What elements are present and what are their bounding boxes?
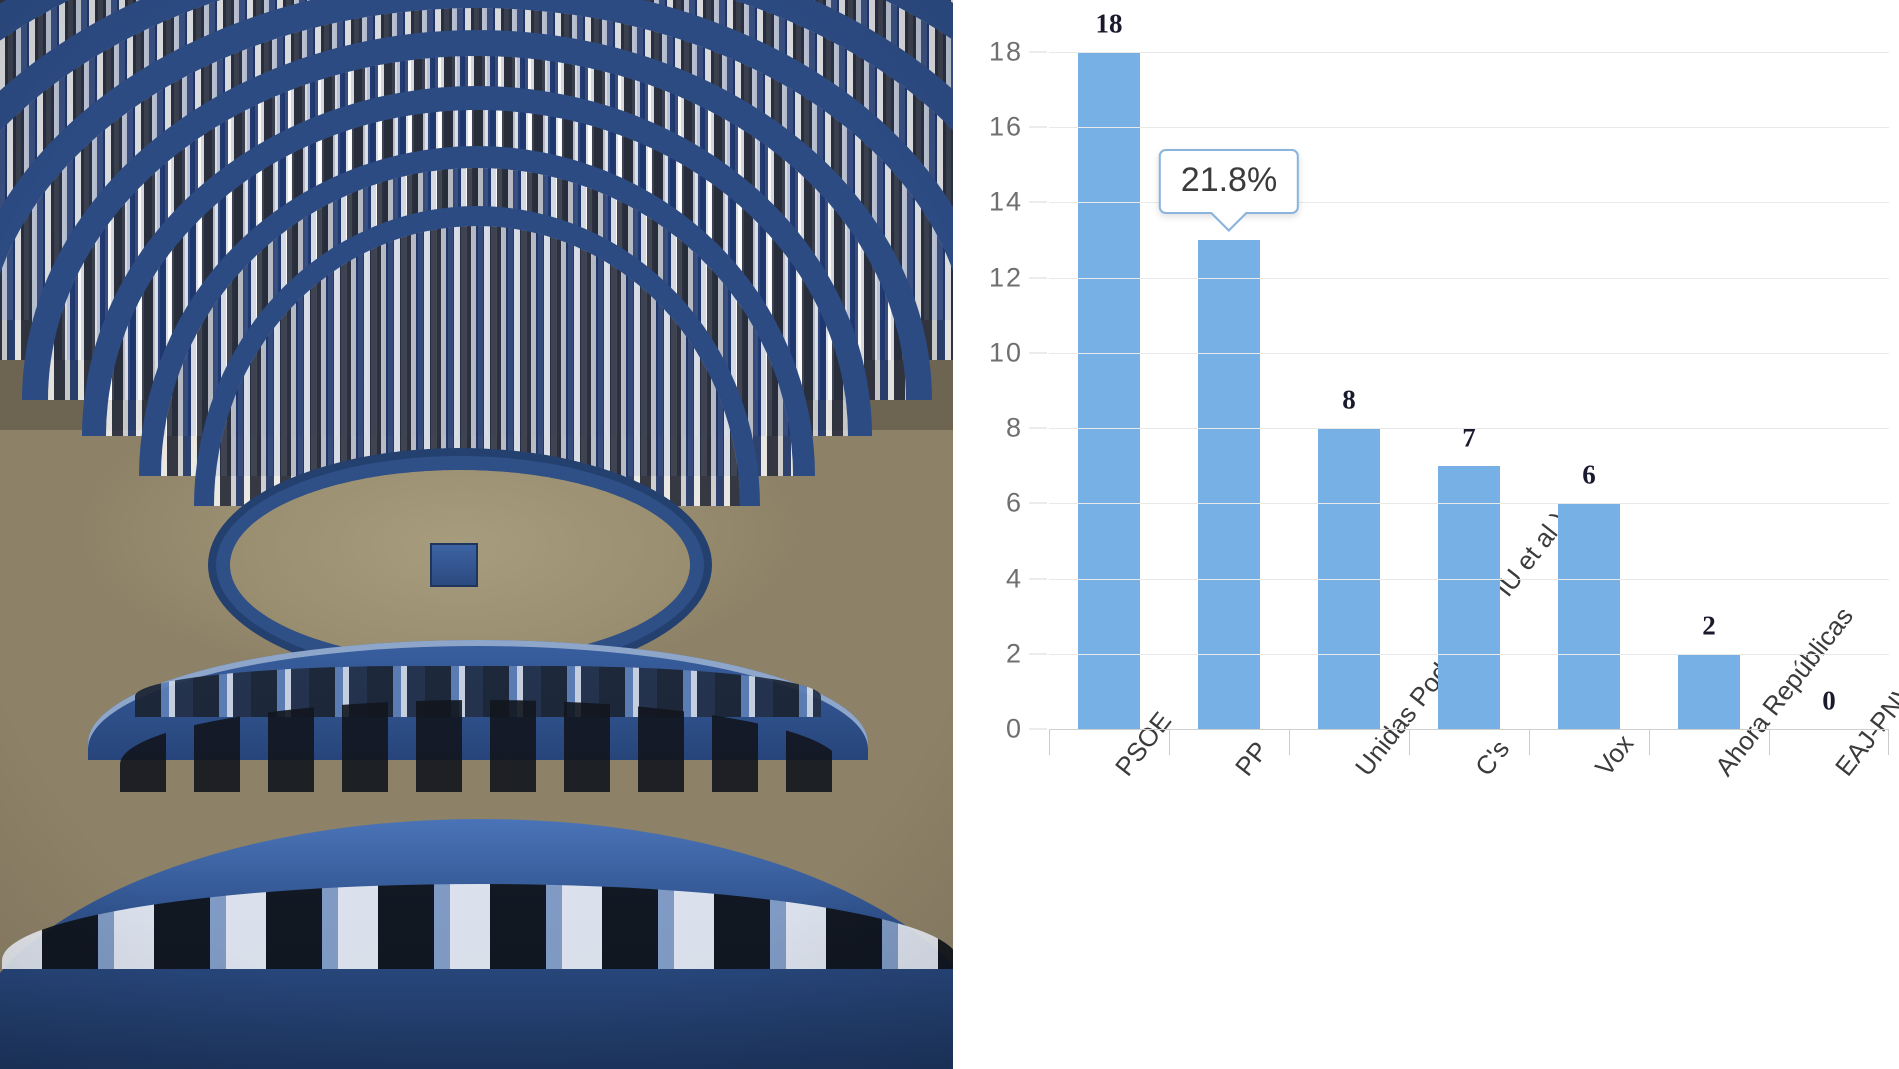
- bar-slot[interactable]: 18 PSOE: [1049, 9, 1177, 781]
- y-tick-mark: [1029, 277, 1047, 279]
- y-axis-tick-label: 8: [1005, 412, 1023, 443]
- bar-value-label: 7: [1462, 422, 1476, 453]
- x-axis-tick-label: C's: [1469, 734, 1516, 782]
- y-tick-mark: [1029, 578, 1047, 580]
- bar[interactable]: 7: [1438, 422, 1500, 729]
- gridline: [1049, 428, 1889, 430]
- bar-value-label: 0: [1822, 685, 1836, 716]
- y-axis-tick-label: 4: [1005, 563, 1023, 594]
- x-tick-mark: [1289, 729, 1290, 755]
- y-axis-tick-label: 2: [1005, 638, 1023, 669]
- gridline: [1049, 277, 1889, 279]
- y-axis-tick-label: 14: [988, 186, 1023, 217]
- x-tick-mark: [1888, 729, 1889, 755]
- gridline: [1049, 729, 1889, 730]
- gridline: [1049, 127, 1889, 129]
- x-tick-mark: [1409, 729, 1410, 755]
- y-tick-mark: [1029, 427, 1047, 429]
- x-tick-mark: [1049, 729, 1050, 755]
- bar[interactable]: 18: [1078, 9, 1140, 729]
- y-axis-tick-label: 16: [988, 111, 1023, 142]
- gridline: [1049, 503, 1889, 505]
- hemicycle-photo: [0, 0, 953, 1069]
- bar[interactable]: 13: [1198, 197, 1260, 729]
- gridline: [1049, 52, 1889, 53]
- bar-value-label: 6: [1582, 459, 1596, 490]
- bar[interactable]: 6: [1558, 460, 1620, 729]
- gridline: [1049, 352, 1889, 354]
- x-tick-mark: [1169, 729, 1170, 755]
- foreground-desks: [0, 819, 953, 1069]
- y-axis-tick-label: 18: [988, 36, 1023, 67]
- speaker-podium: [430, 543, 478, 587]
- gridline: [1049, 653, 1889, 655]
- x-tick-mark: [1529, 729, 1530, 755]
- bar-slot[interactable]: 7 C's: [1409, 52, 1529, 781]
- bar[interactable]: 2: [1678, 610, 1740, 729]
- bar-slot[interactable]: 1321.8% PP: [1158, 52, 1300, 781]
- y-tick-mark: [1029, 51, 1047, 53]
- x-tick-mark: [1769, 729, 1770, 755]
- bar-value-label: 2: [1702, 610, 1716, 641]
- y-tick-mark: [1029, 126, 1047, 128]
- y-tick-mark: [1029, 201, 1047, 203]
- bar-value-label: 8: [1342, 384, 1356, 415]
- y-tick-mark: [1029, 502, 1047, 504]
- y-axis-tick-label: 10: [988, 337, 1023, 368]
- bar-value-label: 18: [1095, 8, 1123, 39]
- x-axis-tick-label: Vox: [1589, 728, 1640, 782]
- x-tick-mark: [1649, 729, 1650, 755]
- value-tooltip: 21.8%: [1158, 149, 1300, 233]
- y-tick-mark: [1029, 728, 1047, 730]
- y-tick-mark: [1029, 653, 1047, 655]
- gridline: [1049, 202, 1889, 204]
- y-tick-mark: [1029, 352, 1047, 354]
- x-axis-tick-label: PP: [1229, 735, 1274, 782]
- bar-slot[interactable]: 0 EAJ-PNV: [1769, 52, 1899, 781]
- bar-slot[interactable]: 6 Vox: [1529, 52, 1649, 781]
- gridline: [1049, 578, 1889, 580]
- photo-canvas: [0, 0, 953, 1069]
- bar-slot[interactable]: 2 Ahora Repúblicas: [1649, 52, 1859, 781]
- y-axis-tick-label: 12: [988, 262, 1023, 293]
- y-axis-tick-label: 0: [1005, 713, 1023, 744]
- y-axis-tick-label: 6: [1005, 487, 1023, 518]
